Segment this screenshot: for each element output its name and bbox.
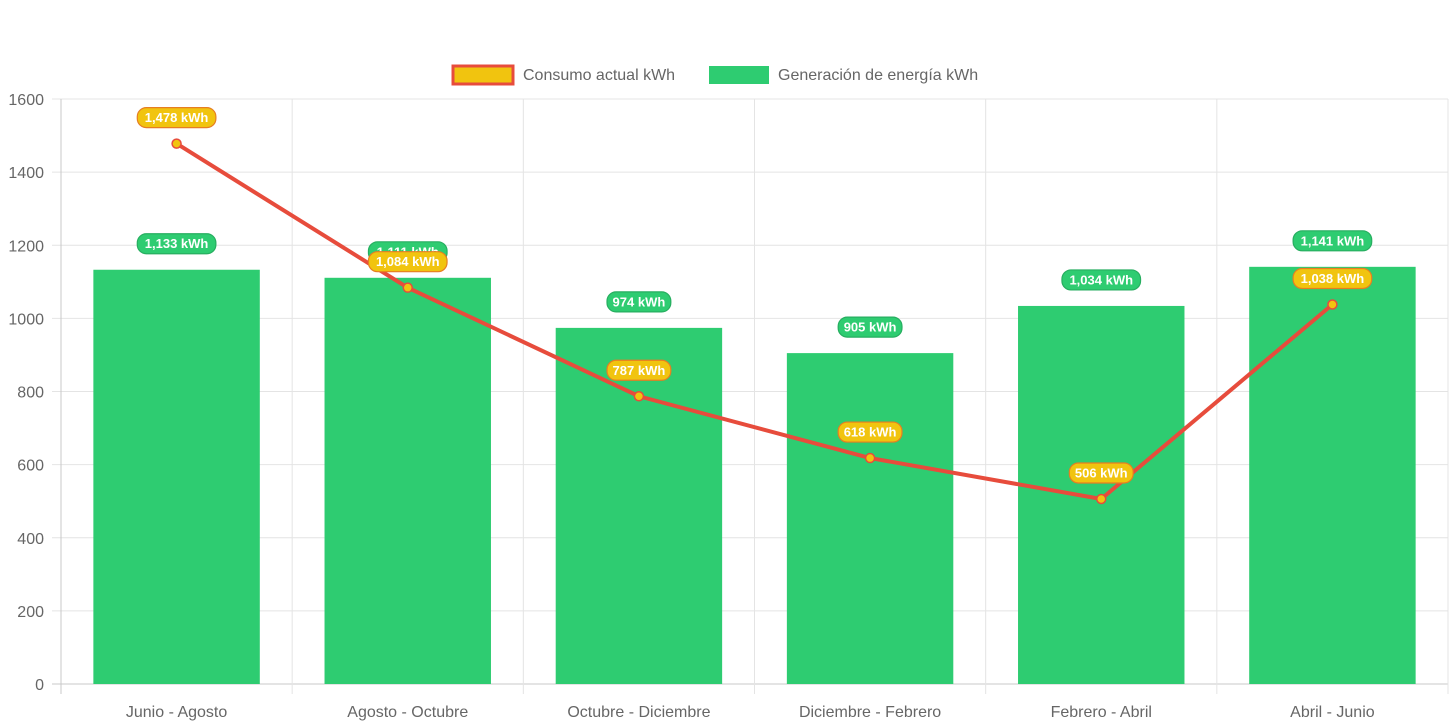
- bar-data-label: 974 kWh: [613, 294, 666, 309]
- line-point: [1096, 493, 1107, 505]
- line-data-label: 787 kWh: [613, 363, 666, 378]
- legend-label-generacion[interactable]: Generación de energía kWh: [778, 67, 978, 84]
- y-tick-label: 400: [17, 531, 44, 548]
- y-tick-label: 200: [17, 604, 44, 621]
- bar: [324, 277, 491, 684]
- line-data-label: 1,038 kWh: [1301, 271, 1365, 286]
- grid: [52, 98, 1449, 694]
- bar-data-label-bg: [1292, 230, 1373, 252]
- bar-data-label-bg: [1061, 269, 1142, 291]
- bar-series: [93, 266, 1416, 684]
- y-tick-label: 800: [17, 385, 44, 402]
- y-tick-label: 1000: [8, 311, 44, 328]
- line-point: [402, 282, 413, 293]
- bar: [786, 353, 954, 684]
- legend-swatch-consumo[interactable]: [451, 64, 515, 86]
- x-tick-label: Junio - Agosto: [126, 704, 228, 721]
- line-data-label-bg: [1292, 267, 1373, 290]
- y-tick-label: 600: [17, 458, 44, 475]
- line-data-label: 618 kWh: [844, 425, 897, 440]
- line-point: [864, 452, 876, 464]
- legend[interactable]: Consumo actual kWh Generación de energía…: [451, 64, 978, 86]
- bar-data-label-bg: [606, 291, 672, 313]
- y-tick-label: 1400: [8, 165, 44, 182]
- bar-data-label-bg: [837, 316, 903, 338]
- axes: 0 200 400 600 800 1000 1200 1400 1600 Junio - Ago…: [8, 92, 1374, 721]
- x-tick-label: Octubre - Diciembre: [567, 704, 710, 721]
- line-point: [1327, 299, 1338, 310]
- line-data-label-bg: [136, 107, 217, 129]
- legend-label-consumo[interactable]: Consumo actual kWh: [523, 67, 675, 84]
- y-tick-label: 0: [35, 677, 44, 694]
- line-data-label-bg: [837, 421, 903, 443]
- y-tick-label: 1600: [8, 92, 44, 109]
- x-tick-label: Diciembre - Febrero: [799, 704, 941, 721]
- line-data-label-bg: [367, 251, 448, 273]
- x-tick-label: Agosto - Octubre: [347, 704, 468, 721]
- bar-data-label: 905 kWh: [844, 320, 897, 335]
- x-tick-label: Abril - Junio: [1290, 704, 1375, 721]
- line-data-label: 1,084 kWh: [376, 254, 440, 269]
- bar: [93, 269, 260, 684]
- y-tick-label: 1200: [8, 238, 44, 255]
- line-data-label: 506 kWh: [1075, 465, 1128, 480]
- bar-data-label: 1,141 kWh: [1301, 233, 1365, 248]
- line-data-label-bg: [1068, 462, 1134, 484]
- bar-data-label: 1,034 kWh: [1069, 272, 1133, 287]
- bar: [555, 327, 723, 684]
- legend-swatch-generacion[interactable]: [709, 66, 769, 84]
- bar-data-label: 1,133 kWh: [145, 236, 209, 251]
- line-point: [633, 391, 645, 402]
- bar-data-label-bg: [136, 233, 217, 255]
- line-data-label-bg: [606, 359, 672, 381]
- x-tick-label: Febrero - Abril: [1051, 704, 1152, 721]
- line-data-label: 1,478 kWh: [145, 110, 209, 125]
- line-point: [171, 138, 182, 149]
- bar: [1249, 266, 1416, 684]
